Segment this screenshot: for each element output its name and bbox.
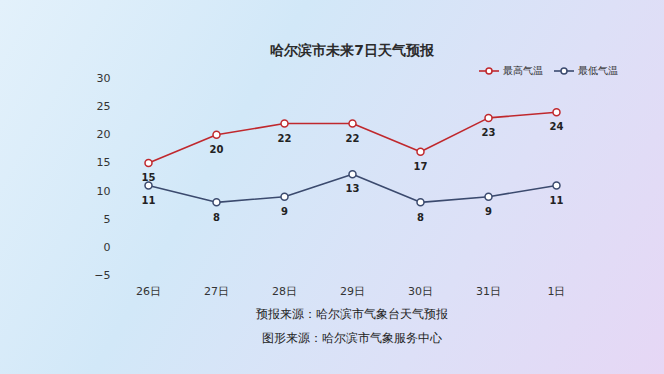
html-text:预报来源：哈尔滨市气象台天气预报: 预报来源：哈尔滨市气象台天气预报: [256, 307, 448, 321]
svg-text:23: 23: [482, 127, 496, 138]
svg-text:10: 10: [97, 185, 111, 198]
svg-text:29日: 29日: [340, 285, 365, 298]
svg-text:5: 5: [104, 213, 111, 226]
svg-text:25: 25: [97, 100, 111, 113]
svg-text:15: 15: [97, 156, 111, 169]
svg-text:11: 11: [142, 195, 156, 206]
svg-text:31日: 31日: [476, 285, 501, 298]
html-text:哈尔滨市未来7日天气预报: 哈尔滨市未来7日天气预报: [270, 42, 434, 58]
svg-text:22: 22: [346, 133, 360, 144]
html-text:图形来源：哈尔滨市气象服务中心: 图形来源：哈尔滨市气象服务中心: [262, 331, 442, 345]
svg-text:27日: 27日: [204, 285, 229, 298]
html-text:最高气温: 最高气温: [503, 65, 543, 76]
svg-text:−5: −5: [94, 269, 110, 282]
svg-text:20: 20: [97, 128, 111, 141]
svg-text:30日: 30日: [408, 285, 433, 298]
svg-text:13: 13: [346, 183, 360, 194]
svg-text:30: 30: [97, 72, 111, 85]
svg-text:9: 9: [485, 206, 492, 217]
svg-text:22: 22: [278, 133, 292, 144]
svg-text:8: 8: [417, 212, 424, 223]
svg-text:20: 20: [210, 144, 224, 155]
svg-text:17: 17: [414, 161, 428, 172]
svg-text:0: 0: [104, 241, 111, 254]
svg-text:8: 8: [213, 212, 220, 223]
html-text:最低气温: 最低气温: [578, 65, 618, 76]
svg-text:26日: 26日: [136, 285, 161, 298]
svg-text:9: 9: [281, 206, 288, 217]
svg-text:11: 11: [550, 195, 564, 206]
svg-text:15: 15: [141, 172, 156, 184]
svg-text:28日: 28日: [272, 285, 297, 298]
svg-text:1日: 1日: [548, 285, 566, 298]
svg-text:24: 24: [550, 121, 564, 132]
